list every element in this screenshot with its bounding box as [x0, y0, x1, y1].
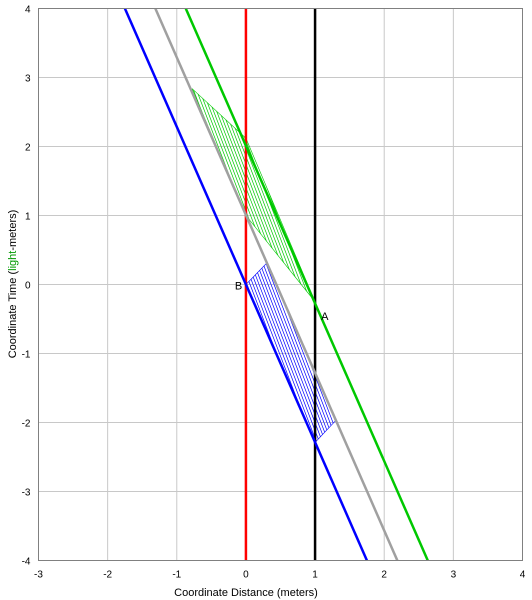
y-axis-label: Coordinate Time (light-meters): [7, 210, 19, 359]
hatch-line: [245, 263, 336, 443]
hatch-line: [245, 263, 336, 443]
x-tick-label: -3: [34, 570, 43, 581]
x-tick-label: 3: [451, 570, 457, 581]
x-axis-label: Coordinate Distance (meters): [174, 587, 318, 599]
y-tick-label: -3: [22, 488, 31, 499]
worldlines: [123, 8, 429, 561]
y-tick-label: -4: [22, 557, 31, 568]
x-tick-label: 4: [520, 570, 526, 581]
y-tick-label: 4: [25, 5, 31, 16]
hatch-line: [245, 263, 336, 443]
plot-frame: [38, 8, 523, 561]
y-tick-label: 2: [25, 143, 31, 154]
hatch-line: [245, 263, 336, 443]
y-tick-label: 0: [25, 281, 31, 292]
worldline-gray: [154, 8, 399, 561]
y-tick-labels: -4 -3 -2 -1 0 1 2 3 4: [22, 5, 31, 568]
x-tick-label: 1: [312, 570, 318, 581]
y-axis-label-part-1: Coordinate Time (: [7, 271, 19, 359]
x-tick-label: 2: [381, 570, 387, 581]
y-tick-label: -1: [22, 350, 31, 361]
hatch-line: [245, 263, 336, 443]
hatch-line: [245, 263, 336, 443]
event-points: AB: [235, 281, 329, 323]
y-axis-label-part-2: light: [7, 251, 19, 271]
hatch-line: [245, 263, 336, 443]
y-tick-label: -2: [22, 419, 31, 430]
x-tick-labels: -3 -2 -1 0 1 2 3 4: [34, 570, 526, 581]
worldline-blue: [123, 8, 369, 561]
event-label-b: B: [235, 281, 242, 293]
x-tick-label: 0: [243, 570, 249, 581]
x-tick-label: -2: [103, 570, 112, 581]
y-tick-label: 3: [25, 74, 31, 85]
worldline-green: [184, 8, 429, 561]
hatch-line: [245, 263, 336, 443]
hatch-line: [245, 263, 336, 443]
y-tick-label: 1: [25, 212, 31, 223]
event-label-a: A: [321, 311, 329, 323]
x-tick-label: -1: [172, 570, 181, 581]
y-axis-label-part-3: -meters): [7, 210, 19, 251]
